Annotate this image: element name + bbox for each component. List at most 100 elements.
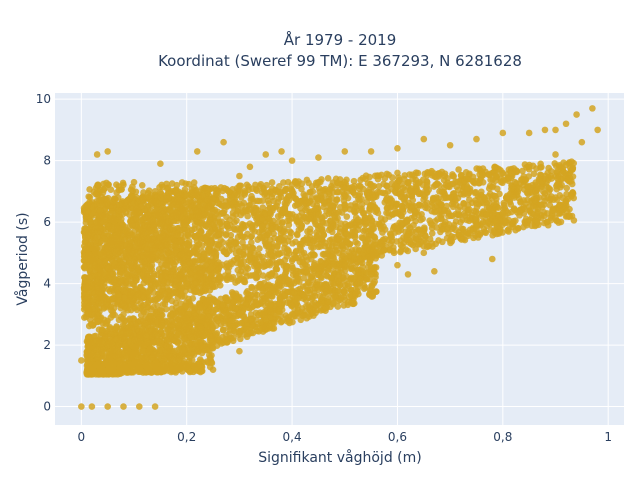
data-point <box>409 171 416 178</box>
data-point <box>324 175 332 182</box>
data-point <box>445 221 453 228</box>
data-point <box>565 212 573 219</box>
data-point <box>275 275 283 283</box>
data-point <box>336 235 343 243</box>
data-point <box>444 179 451 187</box>
data-point <box>285 197 293 204</box>
data-point <box>509 192 517 200</box>
data-point <box>532 212 540 220</box>
data-point <box>345 282 352 290</box>
data-point <box>244 230 251 238</box>
data-point <box>520 197 527 204</box>
data-point <box>259 253 266 261</box>
data-point <box>412 234 420 241</box>
data-point <box>228 303 236 311</box>
data-point <box>315 243 322 251</box>
data-point <box>408 205 415 212</box>
data-point <box>148 266 156 273</box>
data-point <box>85 208 92 216</box>
data-point <box>258 291 266 299</box>
data-point <box>397 247 405 255</box>
data-point <box>82 237 89 245</box>
data-point <box>525 163 532 171</box>
data-point <box>260 233 268 240</box>
data-point <box>508 170 516 177</box>
data-point <box>306 188 314 196</box>
data-point <box>246 315 254 323</box>
data-point <box>554 175 561 182</box>
data-point <box>318 299 326 306</box>
data-point <box>296 213 303 220</box>
data-point <box>248 283 255 291</box>
data-point <box>287 229 295 237</box>
data-point <box>266 236 274 244</box>
data-point <box>444 207 451 215</box>
data-point <box>540 212 548 220</box>
data-point <box>367 201 375 209</box>
data-point <box>347 258 355 265</box>
data-point <box>321 200 328 207</box>
data-point <box>568 158 575 166</box>
data-point <box>538 163 545 171</box>
data-point <box>343 213 351 220</box>
data-point <box>478 188 485 196</box>
data-point <box>216 336 223 344</box>
data-point <box>298 305 306 312</box>
data-point <box>499 177 507 184</box>
data-point <box>349 300 357 308</box>
data-point <box>367 256 374 264</box>
data-point <box>410 213 418 221</box>
data-point <box>293 231 301 239</box>
data-point <box>472 213 480 221</box>
data-point <box>532 187 539 195</box>
data-point <box>479 172 487 179</box>
data-point <box>378 240 386 248</box>
data-point <box>394 183 401 191</box>
data-point <box>449 203 457 211</box>
data-point <box>246 294 254 302</box>
data-point <box>283 185 291 193</box>
data-point <box>216 274 224 282</box>
data-point <box>275 300 282 307</box>
data-point <box>292 195 299 202</box>
data-point <box>223 336 230 344</box>
data-point <box>354 226 362 233</box>
data-point <box>387 240 394 248</box>
data-point <box>214 208 222 216</box>
data-point <box>401 186 409 194</box>
data-point <box>309 307 317 314</box>
data-point <box>352 203 359 211</box>
data-point <box>509 184 517 192</box>
data-point <box>330 212 338 219</box>
data-point <box>433 180 440 188</box>
data-point <box>414 180 422 187</box>
data-point <box>268 179 276 186</box>
data-point <box>246 205 254 213</box>
data-point <box>471 189 479 197</box>
data-point <box>368 293 376 300</box>
data-point <box>299 198 307 205</box>
data-point <box>243 181 251 189</box>
data-point <box>441 172 448 180</box>
data-point <box>276 250 283 257</box>
data-point <box>267 271 274 278</box>
data-point <box>455 211 463 218</box>
data-point <box>371 172 379 180</box>
data-point <box>265 281 273 288</box>
data-point <box>276 284 283 291</box>
data-point <box>493 223 501 231</box>
data-point <box>269 217 277 225</box>
data-point <box>420 242 427 250</box>
data-point <box>318 235 325 243</box>
data-point <box>470 234 477 242</box>
data-point <box>298 180 306 187</box>
data-point <box>366 207 373 215</box>
data-points <box>78 105 601 410</box>
data-point <box>273 265 281 273</box>
data-point <box>301 236 309 244</box>
data-point <box>248 239 255 246</box>
data-point <box>463 175 470 183</box>
data-point <box>281 225 288 233</box>
data-point <box>464 191 472 198</box>
data-point <box>321 191 329 198</box>
